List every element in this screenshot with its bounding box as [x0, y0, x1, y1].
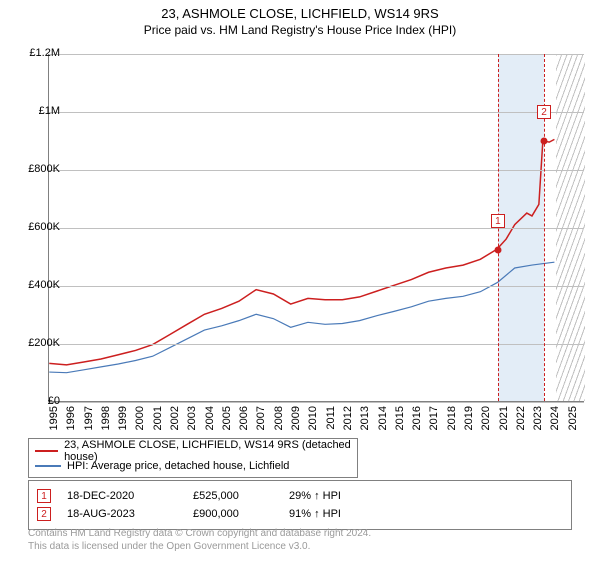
sale-row-marker: 1: [37, 489, 51, 503]
legend-swatch: [35, 465, 61, 467]
x-tick-label: 1998: [100, 406, 112, 436]
y-tick-label: £1.2M: [16, 47, 60, 59]
footer-attribution: Contains HM Land Registry data © Crown c…: [28, 528, 371, 553]
sale-date: 18-DEC-2020: [67, 490, 177, 502]
x-tick-label: 2009: [290, 406, 302, 436]
gridline-h: [49, 54, 584, 55]
page-title: 23, ASHMOLE CLOSE, LICHFIELD, WS14 9RS: [0, 6, 600, 21]
sale-dot: [494, 246, 501, 253]
y-tick-label: £400K: [16, 279, 60, 291]
sale-pct: 91% ↑ HPI: [289, 508, 379, 520]
footer-line-1: Contains HM Land Registry data © Crown c…: [28, 528, 371, 541]
x-tick-label: 1999: [117, 406, 129, 436]
gridline-h: [49, 286, 584, 287]
x-tick-label: 1995: [48, 406, 60, 436]
x-tick-label: 2021: [498, 406, 510, 436]
y-tick-label: £600K: [16, 221, 60, 233]
page-subtitle: Price paid vs. HM Land Registry's House …: [0, 23, 600, 37]
x-tick-label: 2003: [186, 406, 198, 436]
footer-line-2: This data is licensed under the Open Gov…: [28, 541, 371, 554]
series-line: [49, 262, 554, 372]
sale-date: 18-AUG-2023: [67, 508, 177, 520]
x-tick-label: 2022: [515, 406, 527, 436]
x-tick-label: 2018: [446, 406, 458, 436]
x-tick-label: 2014: [377, 406, 389, 436]
x-tick-label: 2012: [342, 406, 354, 436]
sale-price: £525,000: [193, 490, 273, 502]
chart-plot-area: 12: [48, 54, 584, 402]
sale-row: 1 18-DEC-2020 £525,000 29% ↑ HPI: [37, 487, 563, 505]
legend-label: HPI: Average price, detached house, Lich…: [67, 460, 289, 472]
x-tick-label: 2000: [134, 406, 146, 436]
y-tick-label: £1M: [16, 105, 60, 117]
legend-swatch: [35, 450, 58, 452]
x-tick-label: 2006: [238, 406, 250, 436]
x-tick-label: 2005: [221, 406, 233, 436]
gridline-h: [49, 170, 584, 171]
x-tick-label: 2017: [428, 406, 440, 436]
x-tick-label: 1997: [83, 406, 95, 436]
x-tick-label: 2011: [325, 406, 337, 436]
x-tick-label: 2016: [411, 406, 423, 436]
x-tick-label: 2002: [169, 406, 181, 436]
sale-marker-box: 2: [537, 105, 551, 119]
x-tick-label: 2015: [394, 406, 406, 436]
gridline-h: [49, 402, 584, 403]
x-tick-label: 2024: [549, 406, 561, 436]
legend-item: 23, ASHMOLE CLOSE, LICHFIELD, WS14 9RS (…: [35, 443, 351, 458]
series-line: [49, 139, 554, 365]
y-tick-label: £200K: [16, 337, 60, 349]
x-tick-label: 2010: [307, 406, 319, 436]
x-tick-label: 2019: [463, 406, 475, 436]
x-tick-label: 2025: [567, 406, 579, 436]
sale-dot: [541, 138, 548, 145]
x-tick-label: 2007: [255, 406, 267, 436]
sale-price: £900,000: [193, 508, 273, 520]
gridline-h: [49, 344, 584, 345]
sale-row-marker: 2: [37, 507, 51, 521]
x-tick-label: 2008: [273, 406, 285, 436]
gridline-h: [49, 228, 584, 229]
gridline-h: [49, 112, 584, 113]
y-tick-label: £800K: [16, 163, 60, 175]
legend-box: 23, ASHMOLE CLOSE, LICHFIELD, WS14 9RS (…: [28, 438, 358, 478]
x-tick-label: 2004: [204, 406, 216, 436]
sales-table: 1 18-DEC-2020 £525,000 29% ↑ HPI 2 18-AUG-202…: [28, 480, 572, 530]
x-tick-label: 2020: [480, 406, 492, 436]
sale-row: 2 18-AUG-2023 £900,000 91% ↑ HPI: [37, 505, 563, 523]
sale-marker-box: 1: [491, 214, 505, 228]
x-tick-label: 2001: [152, 406, 164, 436]
x-tick-label: 2023: [532, 406, 544, 436]
sale-pct: 29% ↑ HPI: [289, 490, 379, 502]
x-tick-label: 1996: [65, 406, 77, 436]
x-tick-label: 2013: [359, 406, 371, 436]
